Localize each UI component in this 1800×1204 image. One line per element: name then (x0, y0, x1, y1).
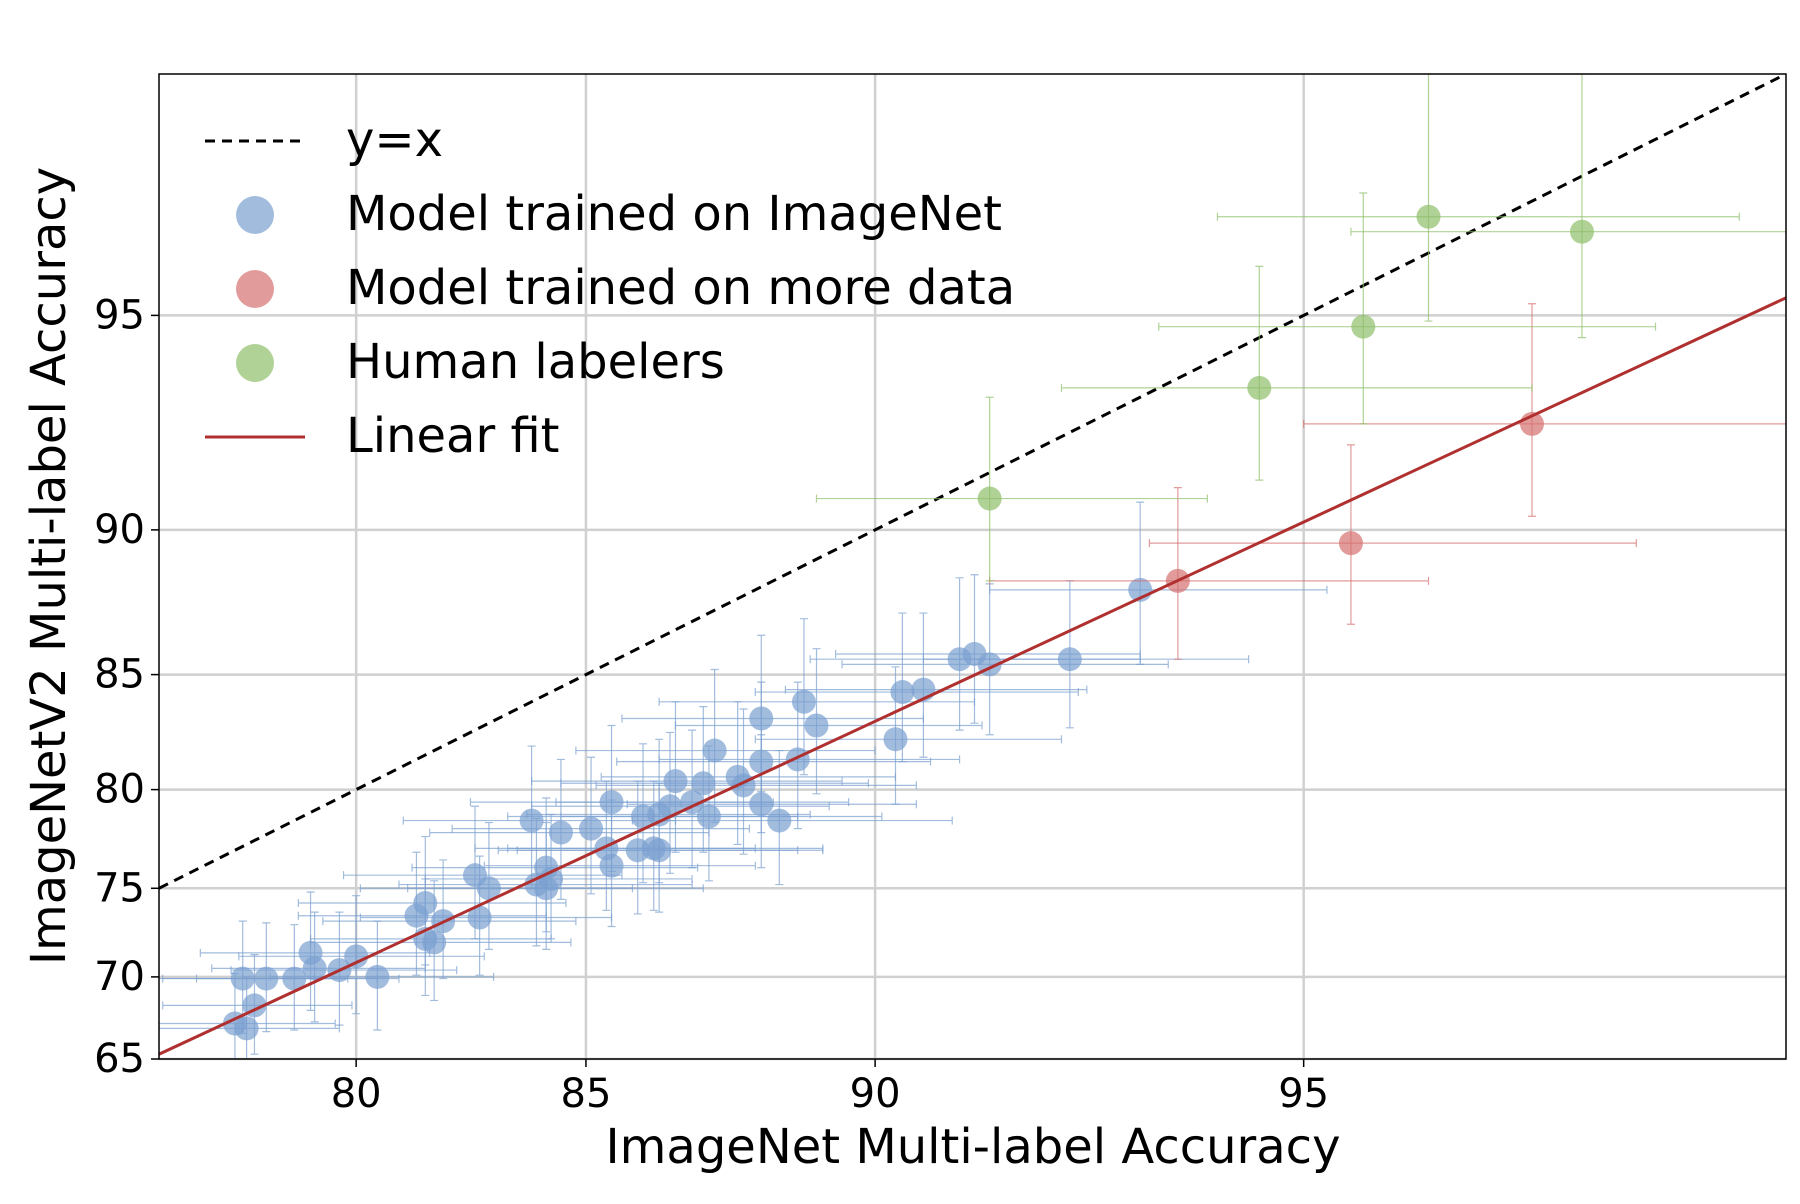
line (159, 74, 1786, 890)
point (476, 876, 501, 901)
point (749, 749, 774, 774)
point (1247, 375, 1272, 400)
point (977, 486, 1002, 511)
point (548, 820, 573, 845)
point (1057, 647, 1082, 672)
y-axis-label: ImageNetV2 Multi-label Accuracy (21, 167, 77, 965)
legend-label: Model trained on more data (346, 260, 1015, 316)
point (691, 771, 716, 796)
point (791, 689, 816, 714)
point (467, 905, 492, 930)
point (413, 891, 438, 916)
point (534, 876, 559, 901)
point (785, 747, 810, 772)
point (365, 964, 390, 989)
y-tick-label: 70 (94, 954, 145, 1000)
point (1569, 219, 1594, 244)
line (159, 296, 1786, 1056)
point (282, 966, 307, 991)
point (883, 727, 908, 752)
point (804, 713, 829, 738)
point (696, 804, 721, 829)
legend-label: Human labelers (346, 334, 725, 390)
point (234, 1016, 259, 1041)
x-error-bar (1158, 322, 1657, 331)
y-tick-label: 65 (94, 1036, 145, 1082)
x-error-bar (595, 781, 917, 790)
x-tick-label: 95 (1278, 1071, 1329, 1117)
point (890, 680, 915, 705)
y-tick-label: 95 (94, 292, 145, 338)
x-tick-label: 85 (561, 1071, 612, 1117)
y-tick-label: 90 (94, 507, 145, 553)
point (663, 769, 688, 794)
x-error-bar (674, 721, 983, 730)
point (599, 790, 624, 815)
x-error-bar (989, 576, 1430, 585)
point (254, 966, 279, 991)
legend-label: Model trained on ImageNet (346, 186, 1002, 242)
point (767, 808, 792, 833)
x-error-bar (754, 735, 1063, 744)
legend-label: Linear fit (346, 408, 560, 464)
x-error-bar (815, 494, 1208, 503)
x-error-bar (631, 816, 953, 825)
point (1338, 531, 1363, 556)
legend-marker (236, 344, 274, 382)
x-error-bar (1303, 419, 1786, 428)
y-tick-label: 85 (94, 652, 145, 698)
y-error-bar (1359, 192, 1368, 425)
point (344, 944, 369, 969)
point (599, 853, 624, 878)
legend-marker (236, 196, 274, 234)
x-error-bar (1060, 383, 1533, 392)
y-tick-label: 75 (94, 865, 145, 911)
x-tick-label: 80 (331, 1071, 382, 1117)
point (657, 794, 682, 819)
x-error-bar (841, 660, 1169, 669)
point (519, 808, 544, 833)
legend-marker (236, 270, 274, 308)
y-tick-label: 80 (94, 767, 145, 813)
x-tick-label: 90 (850, 1071, 901, 1117)
point (1416, 204, 1441, 229)
point (702, 738, 727, 763)
plot-area (159, 74, 1786, 1059)
axes-frame (158, 73, 1787, 1060)
y-error-bar (1528, 303, 1536, 517)
y-error-bar (1424, 74, 1433, 322)
point (579, 816, 604, 841)
point (1351, 314, 1376, 339)
x-error-bar (784, 685, 1088, 694)
point (302, 956, 327, 981)
y-error-bar (1577, 74, 1586, 339)
x-axis-label: ImageNet Multi-label Accuracy (606, 1119, 1341, 1175)
point (749, 706, 774, 731)
point (749, 792, 774, 817)
legend: y=x Model trained on ImageNet Model traine… (205, 112, 1015, 464)
point (422, 930, 447, 955)
x-error-bar (560, 812, 883, 821)
y-error-bar (1255, 265, 1264, 481)
x-error-bar (1350, 227, 1786, 236)
point (647, 838, 672, 863)
x-error-bar (1148, 539, 1637, 548)
ticks: 80 85 90 95 65 70 75 80 85 90 95 (94, 292, 1329, 1117)
x-error-bar (1216, 212, 1740, 221)
legend-label: y=x (346, 112, 443, 168)
point (230, 966, 255, 991)
